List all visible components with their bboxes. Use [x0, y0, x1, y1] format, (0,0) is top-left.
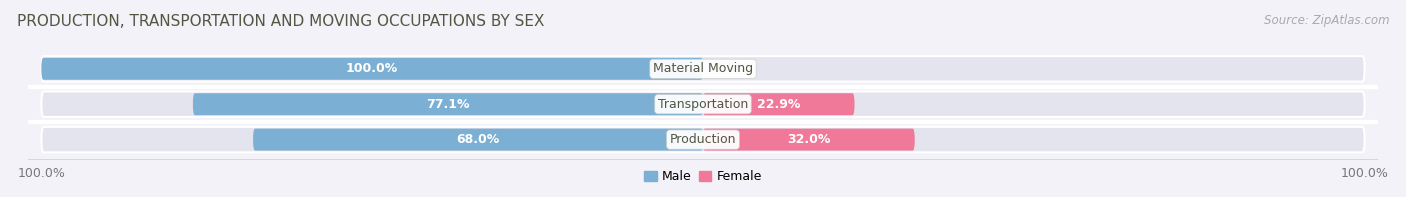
- Text: 68.0%: 68.0%: [457, 133, 499, 146]
- Text: Production: Production: [669, 133, 737, 146]
- Text: 77.1%: 77.1%: [426, 98, 470, 111]
- Text: 0.0%: 0.0%: [713, 62, 748, 75]
- Legend: Male, Female: Male, Female: [640, 165, 766, 188]
- Text: Source: ZipAtlas.com: Source: ZipAtlas.com: [1264, 14, 1389, 27]
- Text: Material Moving: Material Moving: [652, 62, 754, 75]
- Text: PRODUCTION, TRANSPORTATION AND MOVING OCCUPATIONS BY SEX: PRODUCTION, TRANSPORTATION AND MOVING OC…: [17, 14, 544, 29]
- FancyBboxPatch shape: [41, 91, 1365, 117]
- Text: 100.0%: 100.0%: [346, 62, 398, 75]
- FancyBboxPatch shape: [193, 93, 703, 115]
- FancyBboxPatch shape: [703, 93, 855, 115]
- FancyBboxPatch shape: [41, 58, 703, 80]
- FancyBboxPatch shape: [253, 129, 703, 151]
- FancyBboxPatch shape: [41, 127, 1365, 152]
- FancyBboxPatch shape: [41, 56, 1365, 82]
- Text: 32.0%: 32.0%: [787, 133, 831, 146]
- Text: 22.9%: 22.9%: [756, 98, 800, 111]
- Text: Transportation: Transportation: [658, 98, 748, 111]
- FancyBboxPatch shape: [703, 129, 915, 151]
